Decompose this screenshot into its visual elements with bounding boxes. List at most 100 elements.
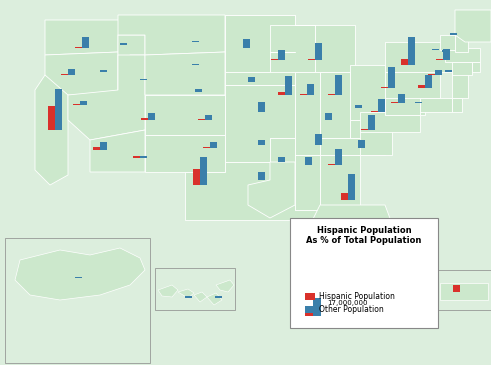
Bar: [391, 102, 398, 103]
Text: 17,000,000: 17,000,000: [327, 300, 367, 306]
Bar: [192, 64, 199, 65]
Bar: [381, 87, 388, 88]
Polygon shape: [445, 48, 480, 62]
Polygon shape: [216, 280, 234, 292]
Bar: [341, 193, 348, 200]
Bar: [442, 50, 449, 52]
Polygon shape: [45, 52, 118, 95]
Polygon shape: [270, 25, 315, 72]
Polygon shape: [310, 205, 400, 275]
Polygon shape: [295, 155, 320, 210]
Bar: [68, 69, 75, 75]
Polygon shape: [225, 112, 295, 138]
Bar: [328, 164, 335, 165]
Bar: [443, 50, 450, 60]
Bar: [193, 169, 200, 185]
Polygon shape: [145, 95, 225, 135]
Bar: [308, 59, 315, 60]
Polygon shape: [90, 130, 145, 172]
Bar: [450, 33, 457, 35]
Text: Other Population: Other Population: [319, 305, 384, 314]
Bar: [358, 140, 365, 148]
Bar: [192, 41, 199, 42]
Bar: [185, 296, 192, 298]
Bar: [408, 36, 415, 65]
Bar: [398, 93, 405, 103]
Polygon shape: [35, 75, 68, 185]
Polygon shape: [452, 98, 462, 112]
Bar: [305, 306, 315, 313]
Bar: [401, 59, 408, 65]
Polygon shape: [178, 289, 194, 298]
Polygon shape: [225, 15, 295, 52]
Polygon shape: [118, 15, 225, 55]
Polygon shape: [207, 293, 222, 305]
Polygon shape: [435, 270, 491, 310]
Bar: [195, 89, 202, 92]
Bar: [258, 140, 265, 145]
Bar: [305, 293, 315, 300]
Bar: [315, 134, 322, 145]
Bar: [307, 84, 314, 95]
Polygon shape: [420, 98, 452, 112]
Bar: [55, 89, 62, 130]
Polygon shape: [320, 120, 385, 138]
Polygon shape: [270, 138, 295, 162]
Polygon shape: [385, 95, 425, 115]
Bar: [75, 277, 82, 278]
Bar: [428, 74, 435, 75]
Bar: [445, 70, 452, 72]
Bar: [100, 70, 107, 72]
Polygon shape: [452, 72, 468, 98]
Bar: [140, 79, 147, 80]
Polygon shape: [225, 52, 295, 85]
Polygon shape: [225, 138, 310, 162]
Bar: [75, 277, 82, 278]
Bar: [205, 115, 212, 120]
Bar: [278, 50, 285, 60]
Bar: [436, 59, 443, 60]
Polygon shape: [295, 155, 320, 210]
Polygon shape: [320, 155, 360, 205]
Bar: [258, 172, 265, 180]
Bar: [368, 115, 375, 130]
Polygon shape: [455, 10, 491, 42]
Polygon shape: [360, 130, 392, 155]
Bar: [271, 59, 278, 60]
Polygon shape: [185, 138, 330, 220]
Bar: [371, 111, 378, 112]
Polygon shape: [68, 55, 145, 140]
Bar: [100, 142, 107, 150]
Bar: [278, 92, 285, 95]
Bar: [258, 102, 265, 112]
Bar: [351, 147, 358, 148]
Bar: [48, 106, 55, 130]
Polygon shape: [440, 35, 455, 50]
Bar: [93, 147, 100, 150]
Bar: [285, 76, 292, 95]
Bar: [425, 75, 432, 88]
Polygon shape: [5, 238, 150, 363]
Bar: [300, 94, 307, 95]
Bar: [355, 105, 362, 108]
Polygon shape: [295, 138, 385, 155]
Bar: [248, 77, 255, 82]
Bar: [140, 156, 147, 158]
Bar: [215, 296, 222, 298]
Polygon shape: [15, 248, 145, 300]
Bar: [315, 43, 322, 60]
Bar: [80, 101, 87, 105]
Bar: [290, 218, 438, 328]
Polygon shape: [145, 135, 225, 172]
Text: Hispanic Population: Hispanic Population: [319, 292, 395, 301]
Bar: [335, 149, 342, 165]
Polygon shape: [225, 85, 295, 112]
Polygon shape: [295, 25, 355, 72]
Bar: [313, 298, 321, 316]
Bar: [415, 101, 422, 103]
Polygon shape: [440, 283, 488, 300]
Bar: [61, 74, 68, 75]
Bar: [75, 47, 82, 48]
Bar: [120, 43, 127, 45]
Polygon shape: [452, 62, 472, 75]
